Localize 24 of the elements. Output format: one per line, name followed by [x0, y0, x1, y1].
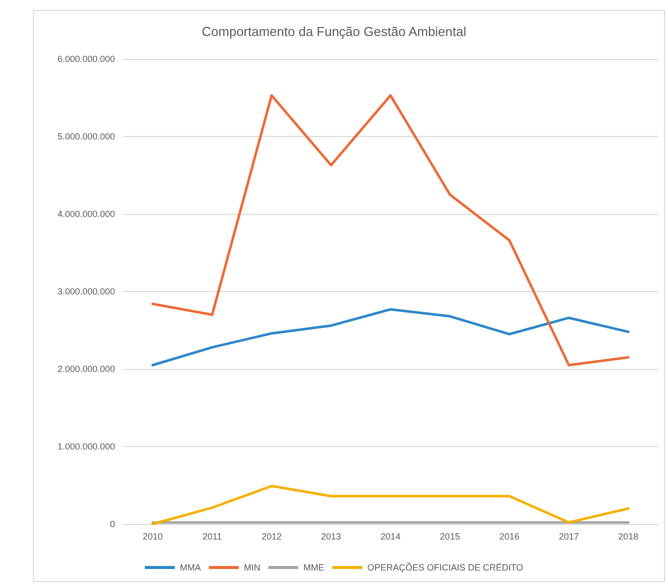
y-tick-label: 5.000.000.000	[57, 132, 115, 142]
x-tick-label: 2011	[202, 532, 222, 542]
y-tick-label: 6.000.000.000	[57, 54, 115, 64]
line-series	[151, 94, 630, 366]
y-tick-label: 3.000.000.000	[57, 286, 115, 296]
x-tick-label: 2014	[380, 532, 401, 542]
y-tick-label: 0	[110, 519, 115, 529]
x-tick-label: 2012	[262, 532, 282, 542]
x-tick-label: 2017	[558, 532, 579, 542]
chart-title: Comportamento da Função Gestão Ambiental	[202, 24, 466, 39]
x-tick-label: 2016	[499, 532, 520, 542]
legend-label: OPERAÇÕES OFICIAIS DE CRÉDITO	[367, 562, 524, 572]
x-tick-label: 2015	[440, 532, 460, 542]
line-series	[151, 484, 630, 526]
y-tick-label: 2.000.000.000	[57, 364, 115, 374]
x-tick-label: 2018	[618, 532, 638, 542]
y-tick-label: 4.000.000.000	[57, 209, 115, 219]
y-tick-label: 1.000.000.000	[57, 442, 115, 452]
x-tick-label: 2013	[321, 532, 342, 542]
legend-label: MIN	[244, 562, 260, 572]
legend-label: MMA	[180, 562, 201, 572]
x-tick-label: 2010	[142, 532, 163, 542]
line-series	[151, 308, 630, 366]
legend-label: MME	[303, 562, 324, 572]
